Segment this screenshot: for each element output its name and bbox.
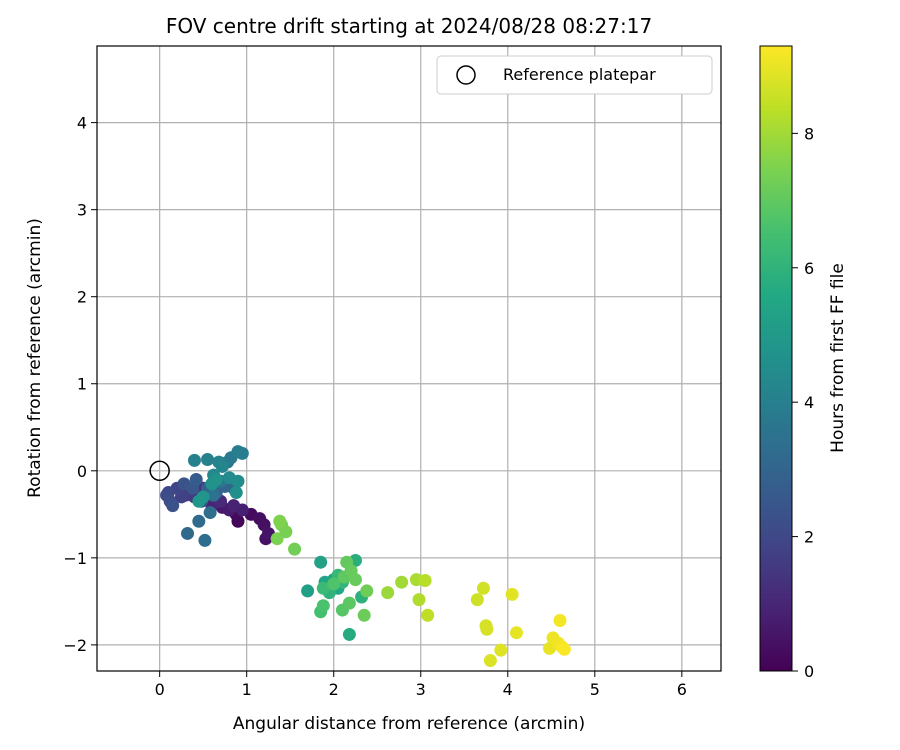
data-point xyxy=(279,525,293,539)
data-point xyxy=(207,488,221,502)
y-axis-ticks: −2 −1 0 1 2 3 4 xyxy=(63,114,97,655)
data-point xyxy=(301,584,315,598)
colorbar xyxy=(759,45,793,672)
data-point xyxy=(494,643,508,657)
x-tick-label: 3 xyxy=(416,680,426,699)
data-point xyxy=(483,654,497,668)
y-tick-label: −2 xyxy=(63,636,87,655)
data-point xyxy=(348,573,362,587)
data-point xyxy=(381,586,395,600)
y-tick-label: 4 xyxy=(77,114,87,133)
x-tick-label: 4 xyxy=(503,680,513,699)
data-point xyxy=(327,577,341,591)
colorbar-tick-label: 8 xyxy=(804,124,814,143)
data-point xyxy=(421,608,435,622)
y-tick-label: 3 xyxy=(77,201,87,220)
data-point xyxy=(342,596,356,610)
data-point xyxy=(553,614,567,628)
y-tick-label: 1 xyxy=(77,375,87,394)
colorbar-ticks: 0 2 4 6 8 xyxy=(792,124,814,681)
data-point xyxy=(235,446,249,460)
data-point xyxy=(227,499,241,513)
data-point xyxy=(316,581,330,595)
data-point xyxy=(192,514,206,528)
data-point xyxy=(480,622,494,636)
colorbar-tick-label: 0 xyxy=(804,662,814,681)
colorbar-label: Hours from first FF file xyxy=(828,263,848,453)
grid-lines xyxy=(97,46,721,671)
y-axis-label: Rotation from reference (arcmin) xyxy=(25,218,45,498)
data-point xyxy=(470,593,484,607)
reference-marker xyxy=(149,460,170,482)
data-point xyxy=(198,533,212,547)
x-axis-label: Angular distance from reference (arcmin) xyxy=(233,714,585,734)
data-point xyxy=(229,486,243,500)
y-tick-label: −1 xyxy=(63,549,87,568)
data-point xyxy=(273,514,287,528)
data-point xyxy=(189,472,203,486)
data-point xyxy=(231,474,245,488)
chart-title: FOV centre drift starting at 2024/08/28 … xyxy=(166,14,652,38)
data-point xyxy=(360,584,374,598)
data-point xyxy=(201,452,215,466)
data-point xyxy=(270,532,284,546)
y-tick-label: 0 xyxy=(77,462,87,481)
x-tick-label: 5 xyxy=(590,680,600,699)
data-point xyxy=(215,459,229,473)
reference-platepar-marker xyxy=(149,460,170,482)
data-point xyxy=(288,542,302,556)
data-point xyxy=(209,472,223,486)
x-tick-label: 1 xyxy=(242,680,252,699)
x-axis-ticks: 0 1 2 3 4 5 6 xyxy=(155,671,687,699)
colorbar-tick-label: 4 xyxy=(804,393,814,412)
data-point xyxy=(166,499,180,513)
data-point xyxy=(557,642,571,656)
data-point xyxy=(505,587,519,601)
y-tick-label: 2 xyxy=(77,288,87,307)
data-point xyxy=(342,627,356,641)
colorbar-tick-label: 2 xyxy=(804,528,814,547)
x-tick-label: 0 xyxy=(155,680,165,699)
legend-box xyxy=(436,55,713,95)
data-point xyxy=(187,453,201,467)
data-point xyxy=(509,626,523,640)
data-point xyxy=(418,573,432,587)
data-point xyxy=(357,608,371,622)
data-point xyxy=(412,593,426,607)
colorbar-tick-label: 6 xyxy=(804,259,814,278)
data-point xyxy=(316,599,330,613)
data-point xyxy=(192,494,206,508)
legend-entry-reference-platepar: Reference platepar xyxy=(503,65,656,84)
data-point xyxy=(314,555,328,569)
data-point xyxy=(476,581,490,595)
x-tick-label: 2 xyxy=(329,680,339,699)
data-point xyxy=(395,575,409,589)
data-point xyxy=(203,506,217,520)
plot-frame xyxy=(96,45,722,672)
data-points xyxy=(160,445,571,668)
x-tick-label: 6 xyxy=(677,680,687,699)
legend: Reference platepar xyxy=(436,55,713,95)
legend-marker-icon xyxy=(456,65,476,85)
data-point xyxy=(181,526,195,540)
